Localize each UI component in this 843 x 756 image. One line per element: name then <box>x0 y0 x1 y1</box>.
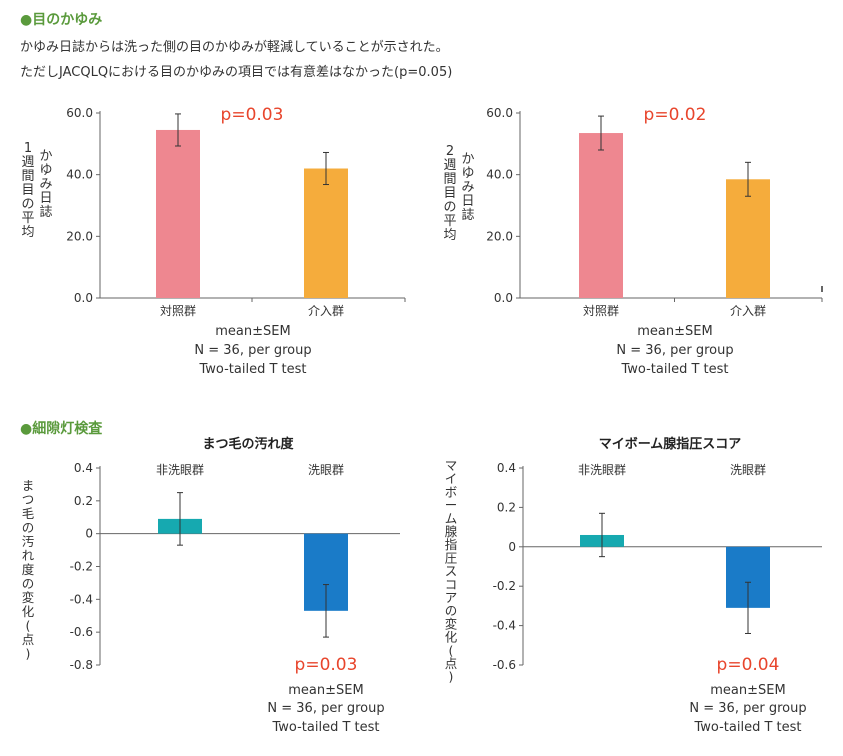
y-axis-label: 2 週間目の平均 <box>443 144 456 243</box>
chart-title: マイボーム腺指圧スコア <box>599 436 742 452</box>
stat-note: N = 36, per group <box>616 343 733 358</box>
stat-note: Two-tailed T test <box>271 720 379 735</box>
y-tick-label: 0.4 <box>74 461 93 475</box>
y-tick-label: 0 <box>85 527 93 541</box>
y-tick-label: -0.4 <box>493 619 516 633</box>
stat-note: mean±SEM <box>637 324 712 339</box>
bar-1 <box>579 133 623 298</box>
p-value: p=0.03 <box>295 655 358 675</box>
y-tick-label: -0.2 <box>70 560 93 574</box>
category-label: 介入群 <box>730 304 766 318</box>
y-tick-label: 40.0 <box>66 168 93 182</box>
y-tick-label: 0.2 <box>74 494 93 508</box>
category-label: 対照群 <box>160 304 196 318</box>
y-tick-label: -0.6 <box>493 658 516 672</box>
stat-note: N = 36, per group <box>267 701 384 716</box>
category-label: 洗眼群 <box>308 463 344 477</box>
p-value: p=0.02 <box>644 105 707 125</box>
y-axis-label: かゆみ日誌 <box>39 149 52 220</box>
bar-1 <box>156 129 200 298</box>
stat-note: Two-tailed T test <box>620 362 728 377</box>
y-tick-label: 60.0 <box>66 106 93 120</box>
summary-line-1: かゆみ日誌からは洗った側の目のかゆみが軽減していることが示された。 <box>20 40 449 55</box>
y-tick-label: 20.0 <box>66 229 93 243</box>
chart-title: まつ毛の汚れ度 <box>202 436 294 452</box>
stat-note: Two-tailed T test <box>198 362 306 377</box>
bar-2 <box>304 168 348 298</box>
summary-line-2: ただしJACQLQにおける目のかゆみの項目では有意差はなかった(p=0.05) <box>20 65 453 80</box>
y-tick-label: -0.8 <box>70 658 93 672</box>
category-label: 介入群 <box>308 304 344 318</box>
stat-note: mean±SEM <box>215 324 290 339</box>
category-label: 対照群 <box>583 304 619 318</box>
section-heading-slit-lamp: ●細隙灯検査 <box>20 421 103 437</box>
section-heading-itch: ●目のかゆみ <box>20 12 103 28</box>
y-tick-label: -0.4 <box>70 592 93 606</box>
bar-2 <box>726 179 770 298</box>
stat-note: mean±SEM <box>710 683 785 698</box>
y-tick-label: -0.6 <box>70 625 93 639</box>
stat-note: Two-tailed T test <box>693 720 801 735</box>
y-tick-label: 0.4 <box>497 461 516 475</box>
y-tick-label: -0.2 <box>493 579 516 593</box>
y-axis-label: 1 週間目の平均 <box>21 141 34 240</box>
y-tick-label: 20.0 <box>486 229 513 243</box>
stat-note: mean±SEM <box>288 683 363 698</box>
stat-note: N = 36, per group <box>194 343 311 358</box>
y-tick-label: 0.2 <box>497 500 516 514</box>
p-value: p=0.04 <box>717 655 780 675</box>
y-tick-label: 0 <box>508 540 516 554</box>
category-label: 非洗眼群 <box>156 463 204 477</box>
y-tick-label: 0.0 <box>494 291 513 305</box>
y-tick-label: 0.0 <box>74 291 93 305</box>
category-label: 非洗眼群 <box>578 463 626 477</box>
y-axis-label: まつ毛の汚れ度の変化(点) <box>22 478 35 661</box>
p-value: p=0.03 <box>221 105 284 125</box>
category-label: 洗眼群 <box>730 463 766 477</box>
y-tick-label: 40.0 <box>486 168 513 182</box>
y-tick-label: 60.0 <box>486 106 513 120</box>
y-axis-label: マイボーム腺指圧スコアの変化(点) <box>445 458 458 684</box>
y-axis-label: かゆみ日誌 <box>461 152 474 223</box>
stat-note: N = 36, per group <box>689 701 806 716</box>
